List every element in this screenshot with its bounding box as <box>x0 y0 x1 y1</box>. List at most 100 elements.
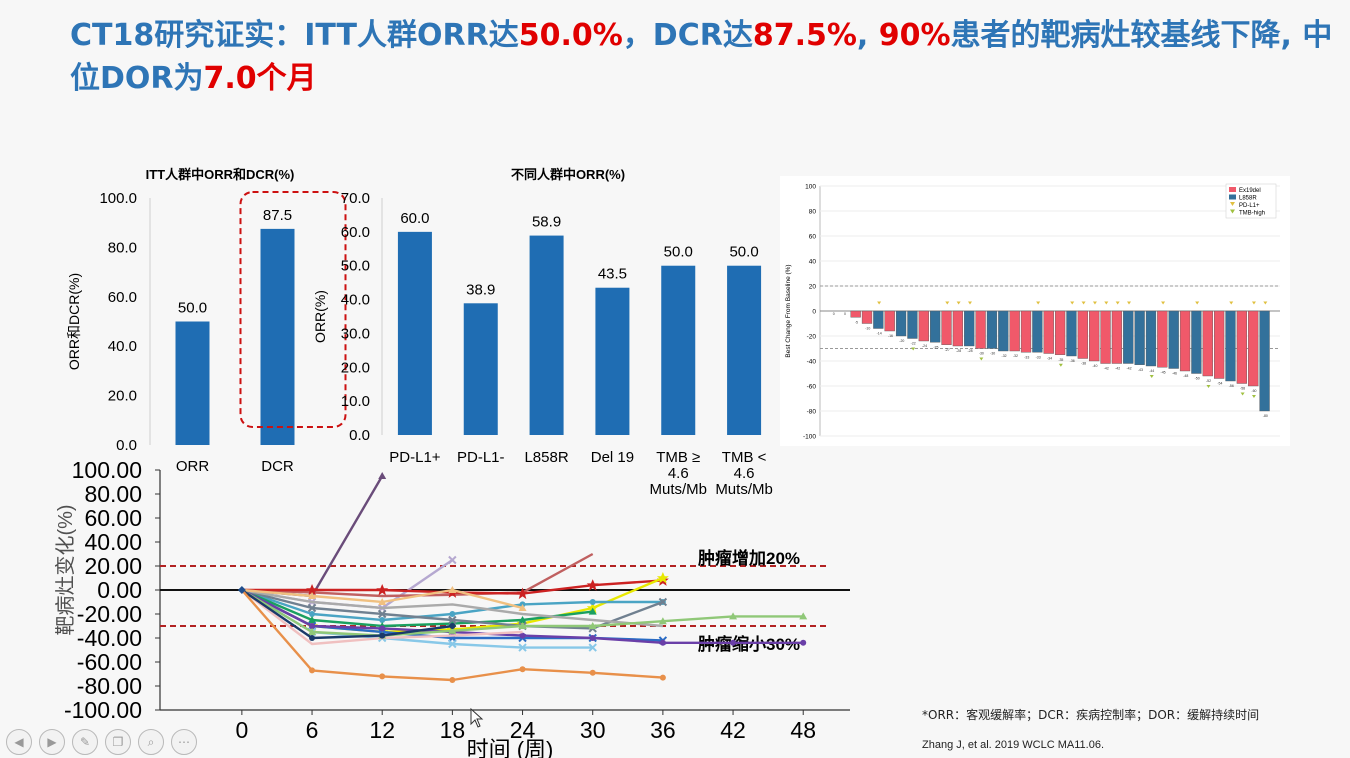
waterfall-bar-label: -60 <box>1251 389 1256 393</box>
pdl1-marker <box>1127 301 1132 305</box>
copy-icon[interactable]: ❐ <box>105 729 131 755</box>
player-controls: ◀ ▶ ✎ ❐ ⌕ ⋯ <box>6 729 197 755</box>
waterfall-bar-label: -80 <box>1263 414 1268 418</box>
series-marker <box>659 639 666 646</box>
series-marker <box>588 607 597 615</box>
y-tick-label: 100.0 <box>99 190 137 207</box>
series-marker <box>656 572 669 584</box>
y-tick-label: 0.0 <box>116 437 137 454</box>
bar <box>727 265 762 435</box>
pdl1-marker <box>1115 301 1120 305</box>
legend-swatch <box>1229 187 1236 192</box>
x-tick-label: 12 <box>369 717 395 743</box>
y-tick-label: 20.0 <box>341 359 370 376</box>
y-tick-label: -100 <box>803 434 816 441</box>
series-marker <box>307 603 317 613</box>
series-marker <box>309 635 316 641</box>
subgroup-orr-chart: 不同人群中ORR(%) 0.0 10.0 20.0 30.0 40.0 50.0 60.0 70… <box>312 160 795 505</box>
waterfall-bar <box>1134 310 1145 365</box>
waterfall-bar-label: -35 <box>1058 358 1063 362</box>
series-marker <box>589 599 596 605</box>
waterfall-bar-label: -10 <box>865 327 870 331</box>
subgroup-orr-svg: 不同人群中ORR(%) 0.0 10.0 20.0 30.0 40.0 50.0 60.0 70… <box>312 167 773 498</box>
waterfall-bar <box>952 310 964 347</box>
waterfall-bar-label: -33 <box>1036 355 1041 359</box>
x-tick-label: 4.6 <box>734 465 755 482</box>
y-tick-label: 0 <box>812 309 816 316</box>
pdl1-marker <box>956 301 961 305</box>
waterfall-bar-label: -36 <box>1070 359 1075 363</box>
waterfall-chart: -100 -80 -60 -40 -20 0 20 40 60 80 100 Best Change … <box>780 176 1290 446</box>
data-label: 38.9 <box>466 281 495 298</box>
waterfall-bar-label: -45 <box>1161 370 1166 374</box>
waterfall-bar <box>1032 310 1043 353</box>
x-tick-label: 4.6 <box>668 465 689 482</box>
y-tick-label: -40 <box>807 359 817 366</box>
arrow-right-icon[interactable]: ▶ <box>39 729 65 755</box>
y-tick-label: 60.0 <box>108 289 137 306</box>
legend-swatch <box>1230 202 1235 206</box>
data-label: 60.0 <box>400 210 429 227</box>
x-tick-label: TMB < <box>722 449 767 466</box>
waterfall-bar <box>1089 310 1100 362</box>
waterfall-bar-label: -58 <box>1240 387 1245 391</box>
waterfall-bar <box>1111 310 1123 364</box>
pdl1-marker <box>1229 301 1234 305</box>
waterfall-bar <box>1179 310 1191 372</box>
spider-plot: -100.00 -80.00 -60.00 -40.00 -20.00 0.00 20.00… <box>20 455 860 758</box>
bar <box>595 287 630 435</box>
series-line <box>241 588 663 628</box>
waterfall-bar <box>1009 310 1020 352</box>
pdl1-marker <box>1195 301 1200 305</box>
bar <box>260 228 295 445</box>
spider-plot-svg: -100.00-80.00-60.00-40.00-20.000.0020.00… <box>54 457 850 758</box>
waterfall-bar-label: -30 <box>979 352 984 356</box>
zoom-icon[interactable]: ⌕ <box>138 729 164 755</box>
waterfall-bar-label: -24 <box>922 344 927 348</box>
series-marker <box>378 598 387 605</box>
waterfall-bar-label: -54 <box>1217 382 1222 386</box>
series-marker <box>659 674 666 681</box>
waterfall-bar <box>907 310 918 339</box>
legend-label: PD-L1+ <box>1239 203 1260 209</box>
waterfall-bar <box>1123 310 1134 364</box>
pdl1-marker <box>1104 301 1109 305</box>
y-tick-label: 40.0 <box>108 338 137 355</box>
y-tick-label: 0.00 <box>97 577 142 603</box>
series-marker <box>730 639 737 646</box>
series-marker <box>658 597 668 607</box>
waterfall-bar <box>1066 310 1077 357</box>
more-icon[interactable]: ⋯ <box>171 729 197 755</box>
series-marker <box>588 622 597 629</box>
series-line <box>241 588 593 628</box>
pen-icon[interactable]: ✎ <box>72 729 98 755</box>
pdl1-marker <box>1070 301 1075 305</box>
waterfall-bar-label: -5 <box>855 320 858 324</box>
pdl1-marker <box>967 301 972 305</box>
x-tick-label: L858R <box>524 449 568 466</box>
chart-title: 不同人群中ORR(%) <box>511 167 625 182</box>
y-tick-label: 60.0 <box>341 224 370 241</box>
waterfall-bar-label: -28 <box>967 349 972 353</box>
series-marker <box>588 643 597 652</box>
data-label: 50.0 <box>178 300 207 317</box>
series-marker <box>519 632 526 639</box>
series-marker <box>448 615 457 625</box>
y-tick-label: 40.00 <box>84 529 142 555</box>
y-tick-label: -20 <box>807 334 817 341</box>
x-tick-label: PD-L1+ <box>389 449 441 466</box>
tmb-marker <box>1149 375 1154 378</box>
series-marker <box>658 617 667 625</box>
x-tick-label: 36 <box>650 717 676 743</box>
y-axis-label: ORR(%) <box>312 290 328 343</box>
x-axis-label: 时间 (周) <box>467 737 554 758</box>
bar <box>397 231 432 435</box>
waterfall-bar <box>1020 310 1032 353</box>
series-marker <box>448 639 457 649</box>
series-marker <box>589 669 596 676</box>
arrow-left-icon[interactable]: ◀ <box>6 729 32 755</box>
series-marker <box>586 579 599 591</box>
waterfall-bar <box>884 310 895 332</box>
series-marker <box>376 584 389 596</box>
waterfall-bar <box>986 310 998 349</box>
